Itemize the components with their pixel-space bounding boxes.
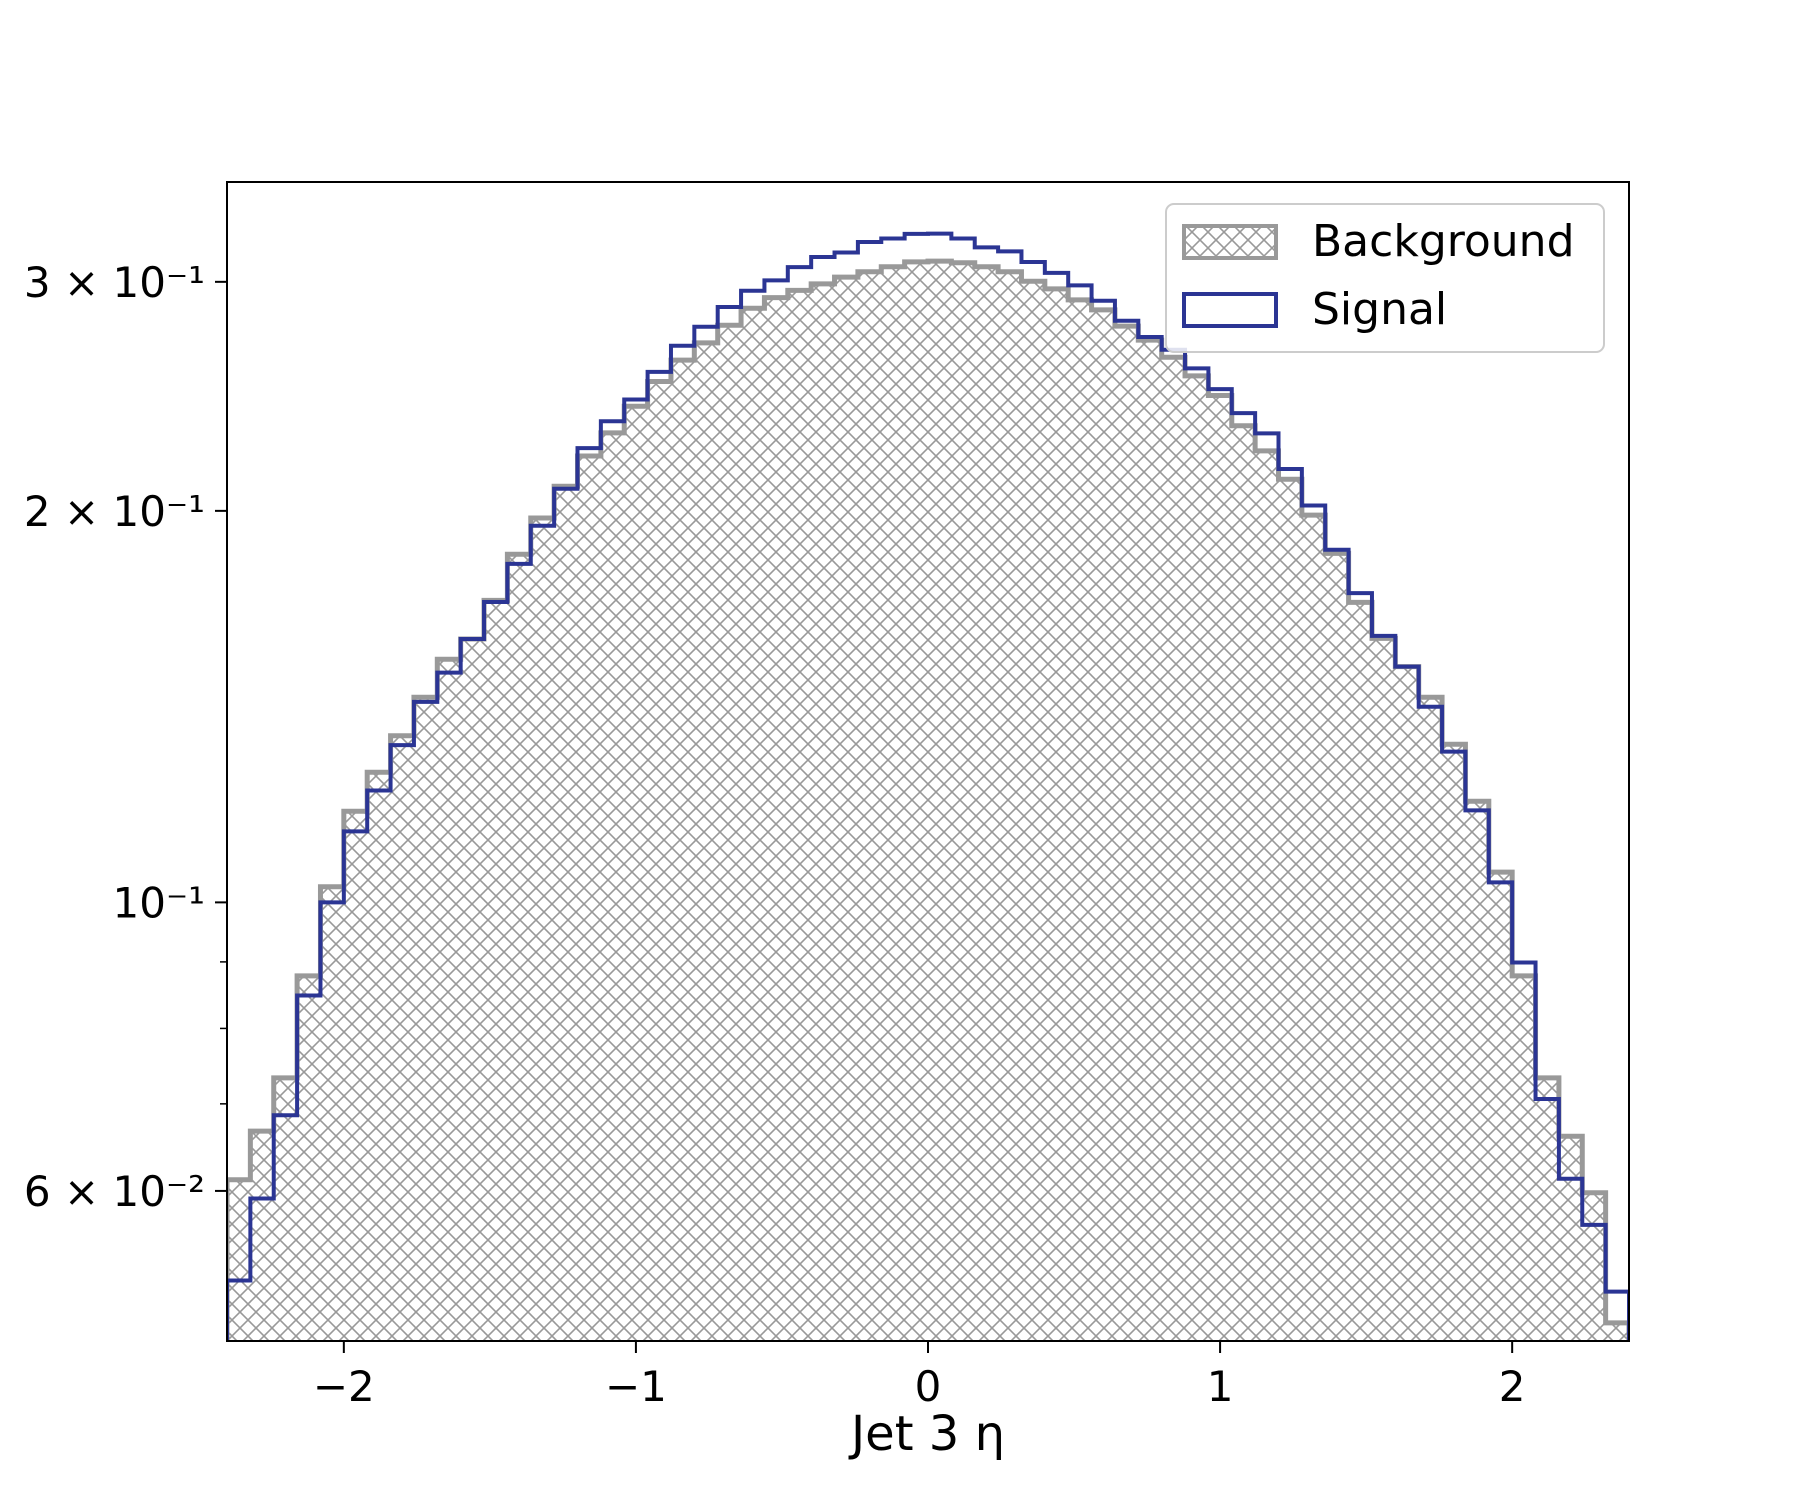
background-bar	[881, 266, 906, 1341]
background-bar	[1278, 479, 1303, 1341]
y-axis: 6 × 10⁻² 10⁻¹ 2 × 10⁻¹ 3 × 10⁻¹	[24, 258, 227, 1216]
background-bar	[1208, 395, 1233, 1341]
background-bar	[1348, 602, 1373, 1341]
legend-swatch-signal	[1182, 292, 1278, 328]
background-bar	[413, 697, 438, 1341]
background-bar	[297, 975, 321, 1341]
background-bar	[1185, 375, 1209, 1341]
signal-outline-layer	[227, 231, 1629, 1341]
background-bar	[507, 554, 532, 1341]
background-bar	[227, 1179, 251, 1341]
background-bar	[460, 639, 485, 1341]
background-bar	[1442, 744, 1466, 1341]
background-bar	[764, 297, 789, 1341]
background-bar	[904, 261, 929, 1341]
x-axis: −2 −1 0 1 2	[313, 1341, 1526, 1411]
background-bar	[1021, 281, 1046, 1341]
background-bar	[1605, 1322, 1629, 1341]
x-tick-label: 2	[1499, 1362, 1526, 1411]
background-bar	[1325, 553, 1350, 1341]
y-tick-label: 6 × 10⁻²	[24, 1167, 205, 1216]
background-bar	[1114, 326, 1139, 1341]
plot-area	[226, 181, 1630, 1342]
background-bar	[717, 325, 742, 1341]
background-bar	[670, 360, 695, 1341]
background-hatch-layer	[227, 261, 1629, 1341]
legend-swatch-background	[1182, 224, 1278, 260]
background-bar	[1418, 697, 1443, 1341]
x-tick-label: −1	[605, 1362, 667, 1411]
background-bar	[1301, 515, 1326, 1341]
x-tick-label: 1	[1207, 1362, 1234, 1411]
background-bar	[647, 381, 672, 1341]
legend-label-signal: Signal	[1312, 284, 1447, 335]
background-bar	[1068, 299, 1093, 1341]
background-bar	[484, 600, 508, 1341]
background-bar	[624, 406, 649, 1341]
background-bar	[1488, 872, 1513, 1341]
background-bar	[998, 271, 1022, 1341]
signal-series-line	[227, 231, 1629, 1341]
background-bar	[694, 342, 719, 1341]
y-tick-label: 3 × 10⁻¹	[24, 258, 205, 307]
background-bar	[1582, 1192, 1607, 1341]
x-tick-label: 0	[915, 1362, 942, 1411]
background-bar	[1371, 638, 1396, 1341]
background-bar	[1138, 340, 1163, 1341]
background-bar	[1255, 450, 1279, 1341]
background-bar	[554, 486, 578, 1341]
background-bar	[834, 277, 859, 1341]
background-bar	[273, 1077, 298, 1341]
background-bar	[1535, 1077, 1560, 1341]
background-bar	[951, 262, 976, 1341]
y-tick-label: 10⁻¹	[113, 878, 205, 927]
background-bar	[367, 772, 392, 1341]
background-bar	[530, 517, 555, 1341]
background-bar	[1512, 975, 1537, 1341]
background-bar	[1231, 425, 1256, 1341]
background-bar	[857, 271, 882, 1341]
background-bar	[1091, 309, 1116, 1341]
background-bar	[974, 266, 999, 1341]
x-tick-label: −2	[313, 1362, 375, 1411]
background-bar	[741, 308, 765, 1341]
background-bar	[577, 455, 602, 1341]
background-bar	[250, 1131, 275, 1341]
background-bar	[787, 290, 812, 1341]
background-bar	[437, 659, 462, 1341]
legend: Background Signal	[1165, 203, 1605, 353]
background-bar	[1044, 288, 1069, 1341]
background-bar	[1558, 1136, 1583, 1341]
background-bar	[928, 261, 952, 1341]
background-bar	[1395, 666, 1420, 1341]
background-bar	[390, 735, 415, 1341]
background-bar	[1465, 801, 1490, 1341]
background-bar	[600, 432, 625, 1341]
background-bar	[1161, 357, 1186, 1341]
x-axis-title: Jet 3 η	[848, 1406, 1005, 1462]
background-bar	[343, 811, 368, 1341]
legend-label-background: Background	[1312, 216, 1575, 267]
y-tick-label: 2 × 10⁻¹	[24, 487, 205, 536]
background-bar	[811, 283, 836, 1341]
background-bar	[320, 886, 345, 1341]
